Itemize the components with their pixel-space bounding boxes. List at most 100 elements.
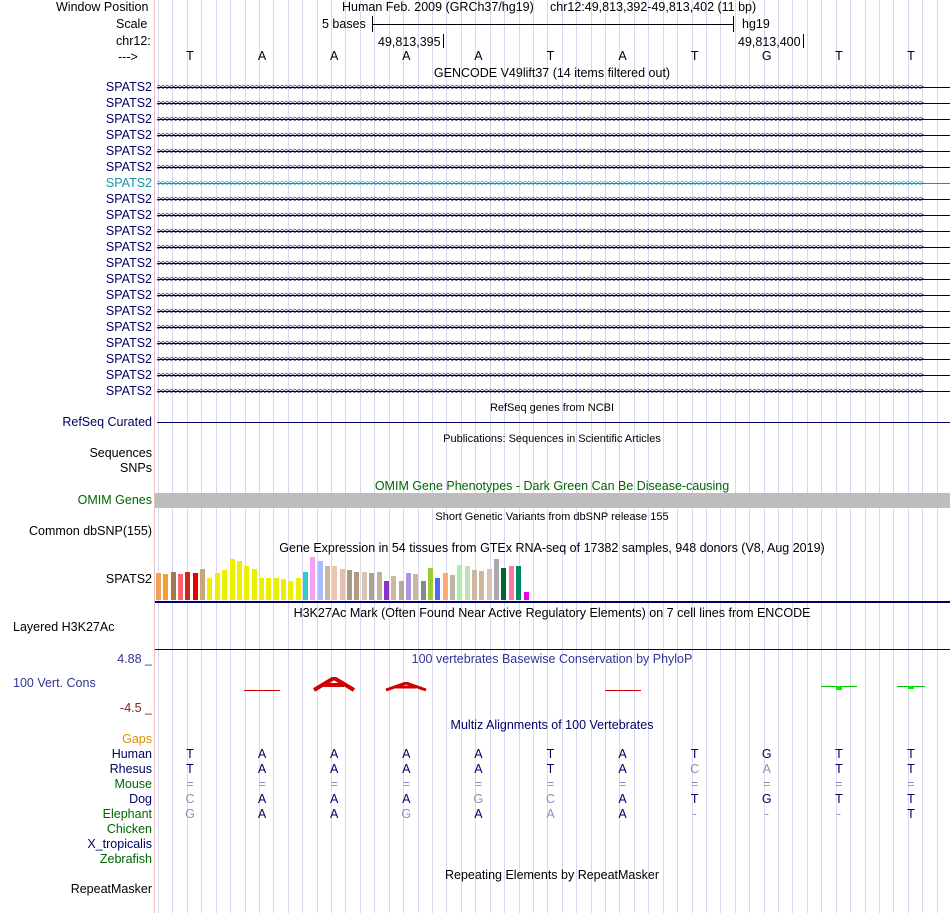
gene-label[interactable]: SPATS2	[105, 336, 152, 350]
gtex-tissue-bar[interactable]	[236, 561, 242, 600]
gene-label[interactable]: SPATS2	[105, 96, 152, 110]
gene-label[interactable]: SPATS2	[105, 256, 152, 270]
gtex-tissue-bar[interactable]	[472, 570, 478, 600]
gtex-tissue-bar[interactable]	[222, 570, 228, 600]
gene-feature[interactable]: >>>>>>>>>>>>>>>>>>>>>>>>>>>>>>>>>>>>>>>>…	[157, 370, 950, 380]
gene-label[interactable]: SPATS2	[105, 160, 152, 174]
gene-feature[interactable]: >>>>>>>>>>>>>>>>>>>>>>>>>>>>>>>>>>>>>>>>…	[157, 98, 950, 108]
gene-label[interactable]: SPATS2	[105, 352, 152, 366]
refseq-label[interactable]: RefSeq Curated	[62, 415, 152, 429]
gtex-tissue-bar[interactable]	[192, 573, 198, 600]
gtex-tissue-bar[interactable]	[258, 578, 264, 600]
multiz-species-label[interactable]: Zebrafish	[99, 852, 152, 866]
gtex-tissue-bar[interactable]	[383, 581, 389, 600]
publications-label-snps[interactable]: SNPs	[120, 461, 152, 475]
gtex-tissue-bar[interactable]	[479, 571, 485, 600]
dbsnp-label[interactable]: Common dbSNP(155)	[29, 524, 152, 538]
gene-feature[interactable]: >>>>>>>>>>>>>>>>>>>>>>>>>>>>>>>>>>>>>>>>…	[157, 178, 950, 188]
gtex-tissue-bar[interactable]	[354, 572, 360, 600]
gene-feature[interactable]: >>>>>>>>>>>>>>>>>>>>>>>>>>>>>>>>>>>>>>>>…	[157, 354, 950, 364]
gtex-tissue-bar[interactable]	[391, 576, 397, 600]
gene-label[interactable]: SPATS2	[105, 272, 152, 286]
gene-feature[interactable]: >>>>>>>>>>>>>>>>>>>>>>>>>>>>>>>>>>>>>>>>…	[157, 322, 950, 332]
gene-feature[interactable]: >>>>>>>>>>>>>>>>>>>>>>>>>>>>>>>>>>>>>>>>…	[157, 338, 950, 348]
gtex-tissue-bar[interactable]	[516, 566, 522, 600]
gene-label[interactable]: SPATS2	[105, 144, 152, 158]
omim-label[interactable]: OMIM Genes	[77, 493, 152, 507]
gtex-tissue-bar[interactable]	[420, 581, 426, 600]
multiz-species-label[interactable]: Rhesus	[109, 762, 152, 776]
gtex-tissue-bar[interactable]	[457, 565, 463, 600]
gtex-tissue-bar[interactable]	[435, 578, 441, 600]
gtex-tissue-bar[interactable]	[369, 573, 375, 600]
gtex-tissue-bar[interactable]	[398, 581, 404, 600]
gtex-tissue-bar[interactable]	[280, 579, 286, 600]
gtex-tissue-bar[interactable]	[310, 557, 316, 600]
dbsnp-title[interactable]: Short Genetic Variants from dbSNP releas…	[435, 511, 669, 523]
gtex-tissue-bar[interactable]	[413, 574, 419, 600]
gtex-tissue-bar[interactable]	[163, 574, 169, 600]
gene-label[interactable]: SPATS2	[105, 368, 152, 382]
gene-feature[interactable]: >>>>>>>>>>>>>>>>>>>>>>>>>>>>>>>>>>>>>>>>…	[157, 226, 950, 236]
gtex-tissue-bar[interactable]	[273, 578, 279, 600]
gene-label[interactable]: SPATS2	[105, 128, 152, 142]
gtex-tissue-bar[interactable]	[494, 559, 500, 600]
gtex-tissue-bar[interactable]	[376, 572, 382, 600]
gtex-tissue-bar[interactable]	[347, 570, 353, 600]
gtex-tissue-bar[interactable]	[207, 578, 213, 600]
repeatmasker-label[interactable]: RepeatMasker	[70, 882, 152, 896]
gtex-tissue-bar[interactable]	[464, 566, 470, 600]
gtex-tissue-bar[interactable]	[508, 566, 514, 600]
multiz-species-label[interactable]: Chicken	[106, 822, 152, 836]
gene-label[interactable]: SPATS2	[105, 192, 152, 206]
gene-label[interactable]: SPATS2	[105, 176, 152, 190]
gtex-tissue-bar[interactable]	[185, 572, 191, 600]
phylop-label[interactable]: 100 Vert. Cons	[13, 676, 96, 690]
gtex-tissue-bar[interactable]	[244, 566, 250, 600]
gene-label[interactable]: SPATS2	[105, 384, 152, 398]
gene-feature[interactable]: >>>>>>>>>>>>>>>>>>>>>>>>>>>>>>>>>>>>>>>>…	[157, 146, 950, 156]
gene-label[interactable]: SPATS2	[105, 288, 152, 302]
gtex-bar-chart[interactable]	[156, 557, 536, 600]
gtex-tissue-bar[interactable]	[442, 573, 448, 600]
gtex-tissue-bar[interactable]	[266, 578, 272, 600]
gtex-tissue-bar[interactable]	[170, 572, 176, 600]
gtex-tissue-bar[interactable]	[325, 566, 331, 600]
gene-label[interactable]: SPATS2	[105, 112, 152, 126]
gtex-tissue-bar[interactable]	[178, 574, 184, 600]
gtex-tissue-bar[interactable]	[214, 573, 220, 600]
gene-feature[interactable]: >>>>>>>>>>>>>>>>>>>>>>>>>>>>>>>>>>>>>>>>…	[157, 290, 950, 300]
gene-feature[interactable]: >>>>>>>>>>>>>>>>>>>>>>>>>>>>>>>>>>>>>>>>…	[157, 130, 950, 140]
gtex-tissue-bar[interactable]	[200, 569, 206, 600]
omim-feature[interactable]	[155, 493, 950, 508]
gene-feature[interactable]: >>>>>>>>>>>>>>>>>>>>>>>>>>>>>>>>>>>>>>>>…	[157, 82, 950, 92]
gtex-tissue-bar[interactable]	[156, 573, 161, 600]
browser-image[interactable]	[155, 0, 950, 913]
omim-title[interactable]: OMIM Gene Phenotypes - Dark Green Can Be…	[374, 479, 730, 493]
gene-label[interactable]: SPATS2	[105, 304, 152, 318]
gtex-tissue-bar[interactable]	[339, 569, 345, 600]
refseq-feature[interactable]	[157, 422, 950, 423]
gene-label[interactable]: SPATS2	[105, 80, 152, 94]
gtex-tissue-bar[interactable]	[303, 572, 308, 600]
gene-label[interactable]: SPATS2	[105, 240, 152, 254]
repeatmasker-title[interactable]: Repeating Elements by RepeatMasker	[444, 868, 660, 882]
gene-feature[interactable]: >>>>>>>>>>>>>>>>>>>>>>>>>>>>>>>>>>>>>>>>…	[157, 386, 950, 396]
gtex-label[interactable]: SPATS2	[105, 572, 152, 586]
publications-label-sequences[interactable]: Sequences	[89, 446, 152, 460]
gene-feature[interactable]: >>>>>>>>>>>>>>>>>>>>>>>>>>>>>>>>>>>>>>>>…	[157, 162, 950, 172]
gene-feature[interactable]: >>>>>>>>>>>>>>>>>>>>>>>>>>>>>>>>>>>>>>>>…	[157, 258, 950, 268]
gene-label[interactable]: SPATS2	[105, 320, 152, 334]
gtex-tissue-bar[interactable]	[427, 568, 433, 600]
multiz-species-label[interactable]: Elephant	[102, 807, 152, 821]
gene-label[interactable]: SPATS2	[105, 224, 152, 238]
gene-feature[interactable]: >>>>>>>>>>>>>>>>>>>>>>>>>>>>>>>>>>>>>>>>…	[157, 194, 950, 204]
gtex-title[interactable]: Gene Expression in 54 tissues from GTEx …	[279, 541, 825, 555]
phylop-title[interactable]: 100 vertebrates Basewise Conservation by…	[411, 652, 693, 666]
publications-title[interactable]: Publications: Sequences in Scientific Ar…	[443, 433, 661, 445]
gtex-tissue-bar[interactable]	[317, 561, 323, 600]
gtex-tissue-bar[interactable]	[295, 578, 301, 600]
h3k27ac-label[interactable]: Layered H3K27Ac	[13, 620, 115, 634]
gencode-title[interactable]: GENCODE V49lift37 (14 items filtered out…	[433, 66, 671, 80]
gtex-tissue-bar[interactable]	[288, 581, 294, 600]
